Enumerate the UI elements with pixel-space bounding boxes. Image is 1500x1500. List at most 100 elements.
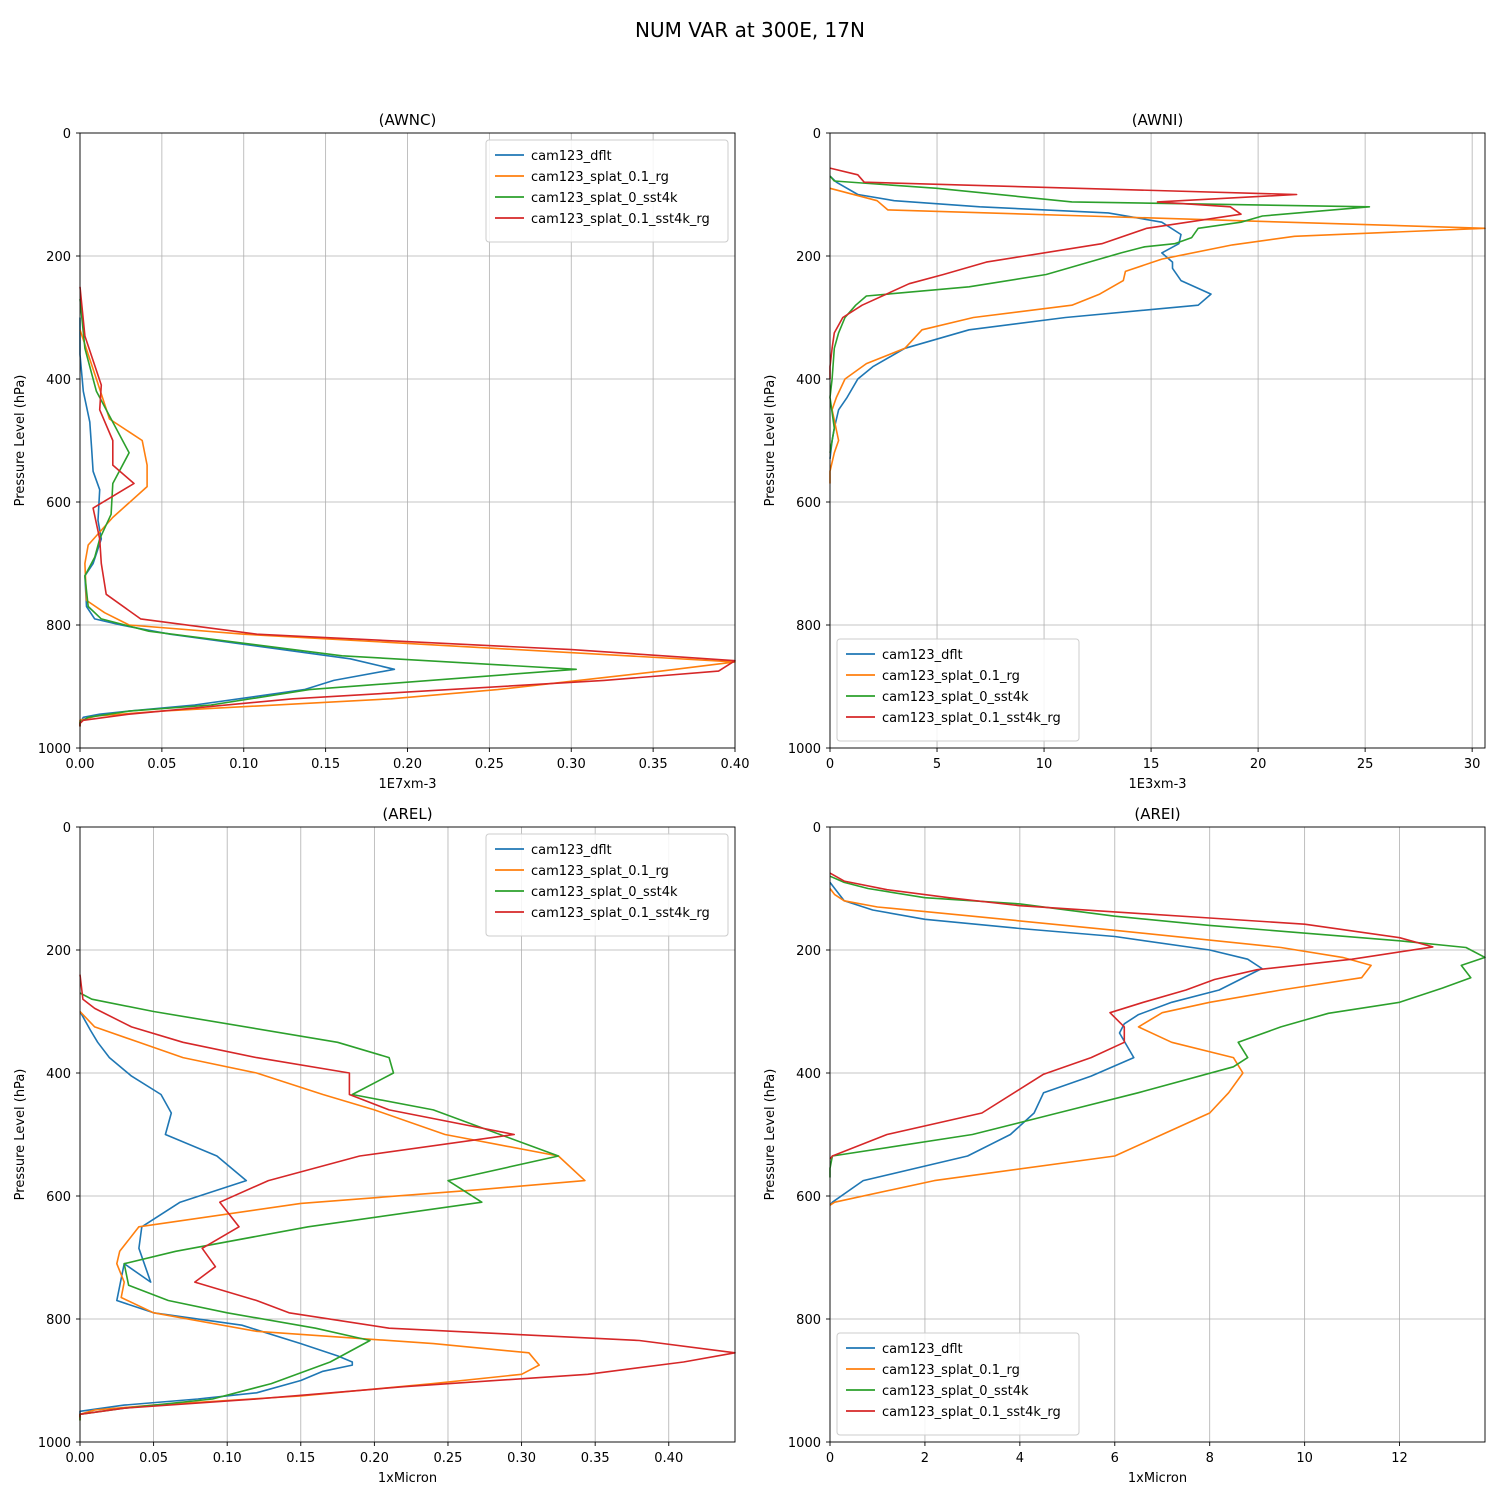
y-tick-label: 800	[796, 619, 821, 634]
series-line-1	[79, 329, 736, 727]
y-tick-label: 400	[46, 373, 71, 388]
legend-box	[485, 139, 729, 243]
panel-title: (AWNI)	[1132, 111, 1184, 129]
legend-entry: cam123_splat_0_sst4k	[531, 885, 678, 900]
x-tick-label: 0.05	[147, 757, 176, 772]
legend-entry: cam123_splat_0.1_rg	[882, 669, 1020, 684]
x-axis-label: 1xMicron	[378, 1471, 437, 1486]
y-axis-label: Pressure Level (hPa)	[763, 1069, 778, 1201]
series-line-2	[79, 299, 578, 727]
y-axis-label: Pressure Level (hPa)	[763, 375, 778, 507]
series-line-1	[829, 187, 1486, 484]
legend: cam123_dflt cam123_splat_0.1_rg cam123_spl…	[836, 1332, 1080, 1436]
y-tick-label: 1000	[38, 1436, 71, 1451]
y-tick-label: 200	[796, 250, 821, 265]
x-axis-label: 1E7xm-3	[378, 777, 436, 792]
legend-entry: cam123_dflt	[882, 1342, 963, 1357]
x-tick-label: 12	[1391, 1451, 1408, 1466]
x-tick-label: 8	[1206, 1451, 1214, 1466]
x-tick-label: 0.15	[286, 1451, 315, 1466]
y-tick-label: 200	[46, 944, 71, 959]
y-tick-label: 0	[63, 127, 71, 142]
series-line-2	[829, 875, 1486, 1178]
series-line-1	[829, 888, 1372, 1206]
x-tick-label: 10	[1036, 757, 1053, 772]
x-tick-label: 0.20	[393, 757, 422, 772]
y-tick-label: 800	[46, 1313, 71, 1328]
x-tick-label: 4	[1016, 1451, 1024, 1466]
legend: cam123_dflt cam123_splat_0.1_rg cam123_spl…	[485, 833, 729, 937]
y-tick-label: 0	[813, 821, 821, 836]
legend-entry: cam123_splat_0_sst4k	[882, 690, 1029, 705]
x-tick-label: 0.40	[721, 757, 750, 772]
x-tick-label: 15	[1143, 757, 1160, 772]
y-tick-label: 1000	[788, 742, 821, 757]
x-tick-label: 0.35	[639, 757, 668, 772]
y-tick-label: 0	[63, 821, 71, 836]
x-tick-label: 0.00	[66, 1451, 95, 1466]
legend-entry: cam123_dflt	[882, 648, 963, 663]
axes-frame	[829, 826, 1486, 1443]
x-tick-label: 0.40	[654, 1451, 683, 1466]
axes-frame	[829, 132, 1486, 749]
x-tick-label: 0.30	[557, 757, 586, 772]
legend-entry: cam123_splat_0_sst4k	[531, 191, 678, 206]
legend-entry: cam123_splat_0.1_rg	[882, 1363, 1020, 1378]
legend-box	[485, 833, 729, 937]
y-tick-label: 600	[796, 496, 821, 511]
series-line-3	[79, 286, 736, 727]
y-tick-label: 1000	[38, 742, 71, 757]
y-tick-label: 0	[813, 127, 821, 142]
y-axis-label: Pressure Level (hPa)	[13, 375, 28, 507]
y-tick-label: 600	[796, 1190, 821, 1205]
series-line-2	[829, 175, 1371, 453]
y-tick-label: 600	[46, 496, 71, 511]
legend-entry: cam123_dflt	[531, 843, 612, 858]
y-tick-label: 800	[46, 619, 71, 634]
x-tick-label: 0.05	[139, 1451, 168, 1466]
y-tick-label: 200	[796, 944, 821, 959]
legend: cam123_dflt cam123_splat_0.1_rg cam123_spl…	[836, 638, 1080, 742]
legend-entry: cam123_splat_0.1_sst4k_rg	[882, 711, 1061, 726]
legend-entry: cam123_splat_0.1_sst4k_rg	[531, 906, 710, 921]
y-tick-label: 400	[796, 1067, 821, 1082]
x-tick-label: 5	[933, 757, 941, 772]
x-tick-label: 20	[1250, 757, 1267, 772]
panel-3: 0 2 4 6 8 10 12 0 200 400 600 800 1000 (AREI) 1xMicron…	[763, 805, 1486, 1486]
y-tick-label: 600	[46, 1190, 71, 1205]
legend-box	[836, 638, 1080, 742]
legend-entry: cam123_splat_0_sst4k	[882, 1384, 1029, 1399]
legend: cam123_dflt cam123_splat_0.1_rg cam123_spl…	[485, 139, 729, 243]
x-tick-label: 6	[1111, 1451, 1119, 1466]
x-axis-label: 1E3xm-3	[1128, 777, 1186, 792]
panel-1: 0 5 10 15 20 25 30 0 200 400 600 800 1000 (AWNI) 1E3xm…	[763, 111, 1486, 792]
y-tick-label: 800	[796, 1313, 821, 1328]
series-line-0	[829, 175, 1212, 459]
series-line-3	[79, 974, 736, 1418]
x-tick-label: 10	[1296, 1451, 1313, 1466]
x-tick-label: 0.15	[311, 757, 340, 772]
legend-entry: cam123_splat_0.1_rg	[531, 170, 669, 185]
panel-title: (AWNC)	[379, 111, 437, 129]
series-line-3	[829, 167, 1298, 379]
x-tick-label: 0.20	[360, 1451, 389, 1466]
series-line-2	[79, 992, 560, 1421]
x-tick-label: 0.00	[66, 757, 95, 772]
panel-2: 0.00 0.05 0.10 0.15 0.20 0.25 0.30 0.35 0.40 0 200…	[13, 805, 736, 1486]
legend-entry: cam123_splat_0.1_rg	[531, 864, 669, 879]
figure-title: NUM VAR at 300E, 17N	[635, 18, 865, 42]
y-axis-label: Pressure Level (hPa)	[13, 1069, 28, 1201]
x-tick-label: 2	[921, 1451, 929, 1466]
x-tick-label: 0.35	[581, 1451, 610, 1466]
series-line-3	[829, 872, 1434, 1160]
y-tick-label: 400	[46, 1067, 71, 1082]
x-tick-label: 0.30	[507, 1451, 536, 1466]
x-tick-label: 0.25	[434, 1451, 463, 1466]
y-tick-label: 400	[796, 373, 821, 388]
y-tick-label: 1000	[788, 1436, 821, 1451]
x-tick-label: 0.25	[475, 757, 504, 772]
panel-title: (AREI)	[1134, 805, 1180, 823]
series-line-0	[829, 881, 1263, 1206]
x-tick-label: 25	[1357, 757, 1374, 772]
